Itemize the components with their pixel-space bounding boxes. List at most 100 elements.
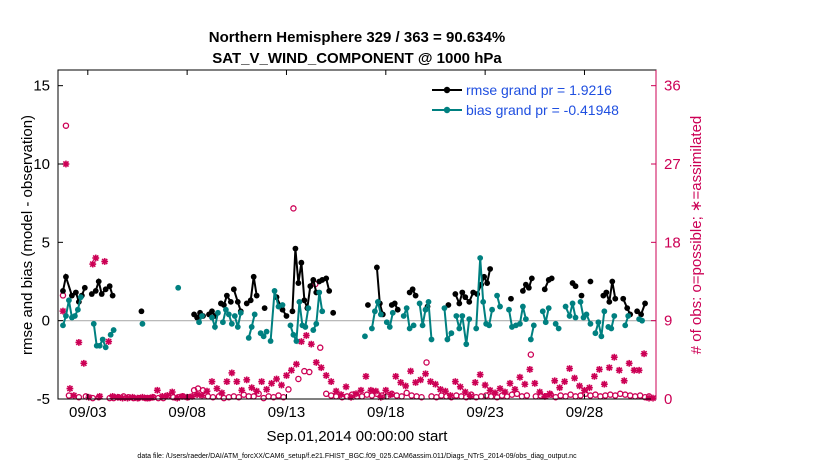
obs-assimilated-marker	[511, 386, 519, 393]
obs-assimilated-marker	[119, 394, 126, 402]
obs-assimilated-marker	[407, 367, 415, 375]
obs-assimilated-marker	[163, 392, 171, 399]
rmse-point	[220, 302, 227, 308]
rmse-point	[391, 300, 398, 307]
obs-possible-marker	[423, 359, 430, 366]
obs-possible-marker	[403, 389, 410, 397]
obs-assimilated-marker	[288, 366, 295, 374]
obs-assimilated-marker	[471, 379, 479, 386]
bias-point	[506, 306, 512, 313]
bias-point	[374, 298, 381, 305]
rmse-point	[95, 278, 102, 285]
bias-point	[231, 313, 238, 319]
bias-point	[219, 319, 226, 326]
bias-point	[639, 317, 645, 324]
bias-point	[527, 336, 534, 343]
bias-point	[425, 298, 432, 305]
obs-assimilated-marker	[134, 394, 141, 402]
rmse-point	[261, 305, 268, 312]
obs-assimilated-marker	[541, 392, 549, 400]
rmse-point	[487, 266, 494, 272]
obs-assimilated-marker	[233, 378, 241, 385]
bias-point	[287, 322, 294, 329]
bias-point	[90, 320, 97, 327]
rmse-point	[194, 314, 200, 321]
bias-point	[480, 298, 487, 305]
obs-assimilated-marker	[101, 258, 109, 265]
bias-point	[139, 320, 146, 327]
bias-point	[267, 338, 274, 344]
bias-point	[459, 313, 466, 319]
rmse-point	[138, 308, 145, 315]
rmse-point	[298, 259, 305, 266]
obs-assimilated-marker	[153, 386, 161, 394]
rmse-point	[481, 273, 488, 280]
rmse-point	[209, 308, 215, 315]
bias-point	[305, 305, 312, 312]
rmse-point	[279, 306, 286, 313]
bias-point	[410, 322, 417, 329]
bias-point	[107, 331, 114, 338]
y-axis-label: rmse and bias (model - observation)	[19, 115, 36, 355]
x-tick-label: 09/18	[367, 404, 405, 421]
y2-tick-label: 27	[664, 156, 681, 173]
obs-assimilated-marker	[571, 374, 578, 382]
bias-point	[473, 325, 480, 332]
legend-bias-label: bias grand pr = -0.41948	[466, 102, 619, 118]
obs-assimilated-marker	[491, 389, 499, 397]
obs-assimilated-marker	[501, 388, 509, 396]
obs-assimilated-marker	[481, 381, 489, 389]
bias-point	[313, 320, 320, 327]
bias-point	[251, 311, 258, 318]
rmse-point	[323, 275, 330, 282]
obs-assimilated-marker	[561, 378, 569, 385]
rmse-point	[234, 298, 241, 305]
bias-point	[497, 303, 503, 310]
rmse-point	[250, 273, 257, 280]
rmse-point	[525, 284, 532, 291]
obs-assimilated-marker	[75, 339, 83, 346]
x-tick-label: 09/13	[268, 404, 306, 421]
bias-point	[555, 325, 562, 332]
obs-assimilated-marker	[139, 393, 146, 401]
bias-point	[577, 298, 584, 305]
obs-possible-marker	[418, 394, 425, 401]
rmse-point	[72, 289, 79, 296]
bias-point	[60, 322, 66, 329]
obs-assimilated-marker	[397, 379, 405, 386]
bias-point	[489, 306, 495, 313]
obs-assimilated-marker	[357, 386, 365, 394]
rmse-point	[484, 280, 491, 286]
bias-point	[215, 309, 221, 316]
bias-point	[279, 302, 286, 308]
rmse-point	[247, 297, 254, 304]
legend-rmse-marker	[443, 86, 451, 94]
obs-assimilated-marker	[59, 307, 67, 315]
obs-assimilated-marker	[526, 366, 534, 373]
obs-assimilated-marker	[451, 378, 459, 385]
bias-point	[234, 324, 241, 330]
bias-point	[422, 306, 429, 313]
rmse-point	[253, 292, 260, 299]
obs-assimilated-marker	[268, 379, 275, 387]
obs-assimilated-marker	[620, 377, 628, 385]
obs-assimilated-marker	[258, 378, 266, 385]
bias-point	[562, 303, 569, 310]
bias-point	[587, 320, 594, 327]
obs-assimilated-marker	[352, 390, 360, 398]
bias-point	[225, 311, 232, 318]
bias-point	[542, 319, 549, 326]
obs-assimilated-marker	[546, 390, 554, 398]
obs-assimilated-marker	[605, 364, 613, 372]
obs-assimilated-marker	[228, 369, 236, 377]
obs-assimilated-marker	[531, 379, 539, 387]
rmse-point	[412, 292, 419, 299]
bias-point	[598, 333, 605, 340]
obs-assimilated-marker	[327, 378, 335, 385]
obs-assimilated-marker	[402, 382, 410, 390]
obs-assimilated-marker	[367, 386, 375, 394]
y2-tick-label: 18	[664, 234, 681, 251]
bias-point	[199, 313, 205, 319]
obs-assimilated-marker	[625, 359, 633, 367]
rmse-point	[508, 295, 514, 302]
